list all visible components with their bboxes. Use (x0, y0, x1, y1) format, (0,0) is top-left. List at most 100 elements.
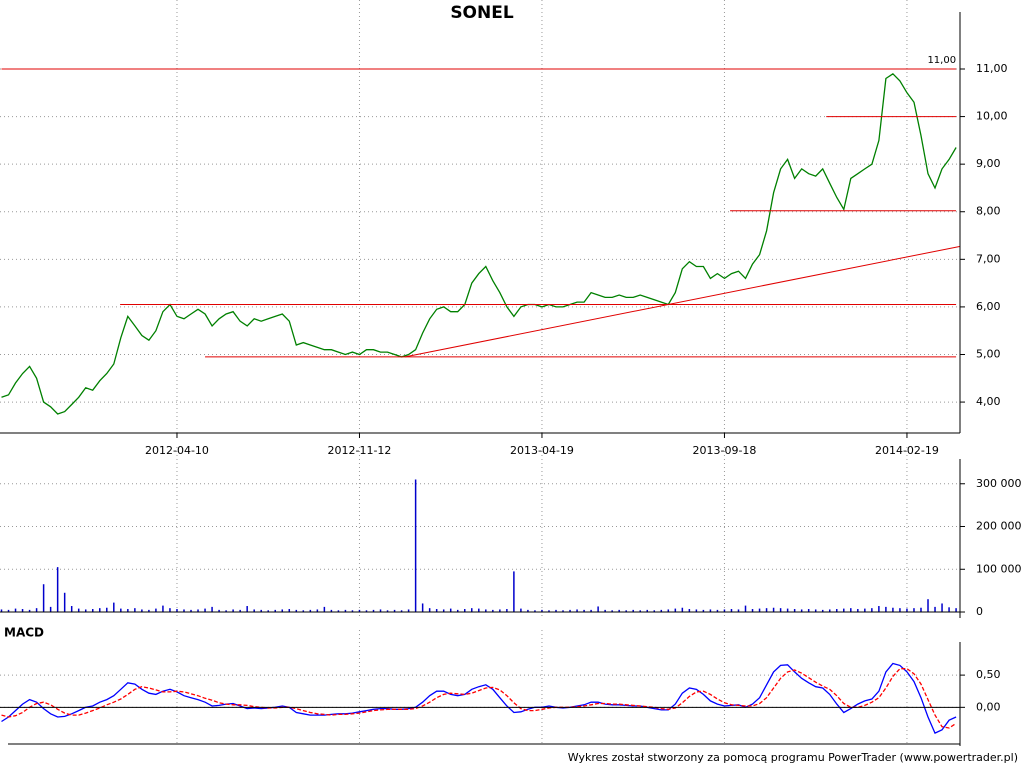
volume-bar (779, 608, 782, 613)
volume-bar (14, 608, 17, 613)
volume-bar (330, 609, 333, 613)
volume-bar (702, 609, 705, 613)
volume-bar (786, 608, 789, 613)
volume-bar (274, 609, 276, 613)
volume-bar (492, 609, 494, 613)
volume-bar (562, 610, 564, 613)
x-tick-label: 2014-02-19 (875, 444, 939, 457)
volume-bar (548, 610, 550, 613)
volume-bar (934, 606, 936, 613)
level-label: 11,00 (927, 55, 956, 66)
volume-bar (204, 608, 206, 613)
volume-bar (660, 609, 663, 613)
volume-bar (948, 607, 950, 613)
volume-bar (253, 609, 255, 613)
y-tick-label: 0,50 (976, 668, 1001, 681)
volume-bar (400, 610, 403, 613)
volume-bar (106, 607, 108, 613)
volume-bar (414, 479, 417, 613)
volume-bar (393, 609, 396, 613)
y-tick-label: 300 000 (976, 477, 1022, 490)
volume-bar (49, 606, 52, 613)
y-tick-label: 200 000 (976, 520, 1022, 533)
volume-bar (232, 609, 234, 613)
volume-bar (211, 606, 213, 613)
y-tick-label: 0 (976, 605, 983, 618)
volume-bar (681, 607, 684, 613)
macd-title: MACD (4, 626, 44, 640)
volume-bar (464, 609, 466, 613)
x-tick-label: 2013-04-19 (510, 444, 574, 457)
volume-bar (688, 609, 691, 613)
volume-bar (316, 609, 319, 613)
footer: Wykres został stworzony za pomocą progra… (568, 751, 1018, 764)
volume-bar (716, 609, 719, 613)
volume-bar (499, 609, 501, 613)
volume-bar (555, 609, 557, 613)
volume-bar (541, 609, 543, 613)
volume-bar (667, 609, 670, 613)
volume-bar (120, 608, 122, 613)
volume-bar (611, 610, 613, 613)
volume-bar (28, 609, 31, 613)
volume-bar (344, 609, 347, 613)
volume-bar (471, 608, 473, 613)
volume-bar (941, 603, 943, 613)
volume-bar (850, 608, 852, 613)
series-line (1, 662, 957, 734)
volume-bar (513, 571, 515, 613)
y-tick-label: 10,00 (976, 110, 1008, 123)
volume-bar (913, 608, 915, 613)
volume-bar (583, 609, 585, 613)
volume-bar (744, 605, 747, 613)
x-tick-label: 2012-11-12 (328, 444, 392, 457)
volume-bar (632, 609, 634, 613)
volume-bar (239, 609, 241, 613)
volume-bar (899, 608, 901, 613)
volume-bar (737, 609, 740, 613)
y-tick-label: 4,00 (976, 395, 1001, 408)
volume-bar (260, 609, 262, 613)
volume-bar (113, 602, 115, 613)
volume-bar (190, 609, 192, 613)
volume-bar (281, 609, 284, 613)
volume-bar (84, 609, 87, 613)
y-tick-label: 11,00 (976, 62, 1008, 75)
volume-bar (358, 609, 361, 613)
volume-bar (836, 609, 838, 613)
volume-bar (878, 606, 880, 613)
volume-bar (885, 606, 887, 613)
volume-bar (246, 606, 248, 613)
volume-bar (449, 608, 452, 613)
volume-bar (7, 609, 10, 613)
volume-bar (695, 609, 698, 613)
volume-bar (800, 609, 803, 613)
x-tick-label: 2012-04-10 (145, 444, 209, 457)
volume-bar (765, 608, 768, 613)
volume-bar (0, 609, 3, 613)
volume-bar (506, 609, 508, 613)
volume-bar (183, 609, 185, 613)
volume-bar (365, 610, 368, 613)
volume-bar (772, 607, 775, 613)
volume-bar (99, 608, 101, 613)
volume-bar (309, 609, 312, 613)
level-line (404, 245, 960, 358)
volume-bar (407, 609, 410, 613)
chart-title: SONEL (450, 3, 514, 23)
volume-bar (134, 608, 136, 613)
volume-bar (379, 609, 382, 613)
volume-bar (920, 607, 922, 613)
y-tick-label: 9,00 (976, 157, 1001, 170)
volume-bar (148, 609, 150, 613)
volume-bar (337, 610, 340, 613)
y-tick-label: 0,00 (976, 700, 1001, 713)
volume-bar (906, 608, 908, 613)
volume-bar (91, 609, 94, 613)
volume-bar (653, 610, 656, 613)
volume-bar (520, 608, 522, 613)
volume-bar (267, 610, 269, 613)
volume-bar (843, 608, 845, 613)
x-tick-label: 2013-09-18 (692, 444, 756, 457)
volume-bar (576, 609, 578, 613)
